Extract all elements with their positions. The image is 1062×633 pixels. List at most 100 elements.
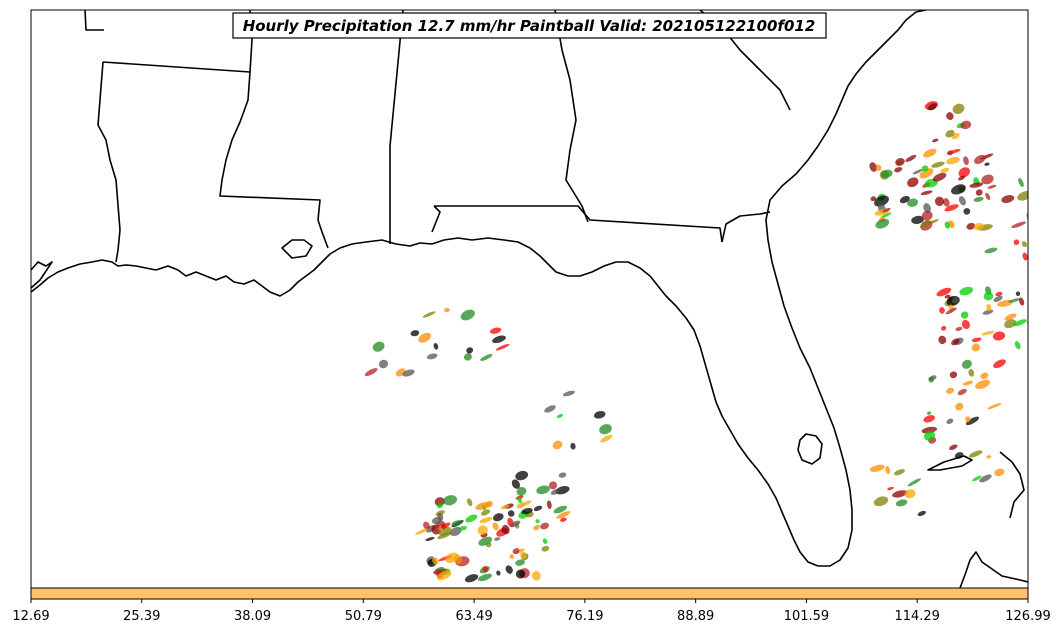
precip-blob — [955, 326, 963, 331]
precip-blob — [466, 347, 474, 354]
precip-blob — [515, 559, 526, 566]
precip-blob — [993, 359, 1006, 369]
precip-blob — [920, 190, 933, 196]
precip-blob — [954, 452, 964, 459]
precip-blob — [892, 490, 908, 498]
colorbar — [30, 587, 1029, 600]
precip-blob — [501, 524, 510, 535]
precip-blob — [556, 413, 564, 419]
precip-blob — [932, 172, 947, 182]
precip-blob — [992, 331, 1006, 341]
precip-blob — [536, 485, 550, 495]
precip-blob — [1033, 336, 1040, 346]
precip-blob — [895, 157, 905, 166]
georgia-florida-border — [721, 211, 771, 243]
precip-blob — [463, 353, 472, 361]
colorbar-tick-label: 63.49 — [456, 609, 493, 624]
precip-blob — [965, 416, 980, 426]
precip-blob — [478, 536, 493, 546]
precip-blob — [980, 372, 989, 379]
precip-blob — [928, 103, 938, 111]
precip-blob — [911, 215, 924, 224]
precip-blob — [555, 486, 570, 495]
precip-blob — [450, 526, 462, 537]
precip-blob — [883, 207, 891, 213]
precip-blob — [907, 198, 919, 207]
precip-blob — [894, 167, 903, 173]
precip-blob — [944, 221, 950, 229]
precip-blob — [874, 195, 889, 207]
map-title: Hourly Precipitation 12.7 mm/hr Paintbal… — [243, 17, 816, 35]
precip-blob — [962, 380, 973, 386]
precip-blob — [441, 522, 451, 529]
precip-blob — [533, 505, 543, 512]
precip-blob — [560, 517, 567, 522]
precip-blob — [981, 330, 995, 336]
precip-blob — [971, 337, 982, 343]
texas-coastline — [31, 261, 53, 289]
precip-blob — [973, 196, 984, 202]
precip-blob — [923, 415, 935, 423]
precip-blob — [946, 418, 954, 424]
precip-blob — [895, 499, 908, 507]
precip-blob — [535, 519, 540, 524]
precip-blob — [944, 294, 951, 299]
precip-blob — [467, 498, 473, 507]
precip-blob — [515, 569, 526, 579]
precip-blob — [593, 410, 606, 419]
precip-blob — [540, 522, 550, 530]
precip-blob — [934, 196, 945, 206]
precip-blob — [542, 538, 548, 544]
precip-blob — [492, 335, 506, 344]
precip-blob — [972, 475, 982, 482]
precip-blob — [951, 338, 960, 346]
precip-blob — [945, 129, 955, 138]
precip-blob — [951, 184, 966, 195]
precip-blob — [1032, 324, 1045, 335]
precip-blob — [875, 218, 890, 229]
precip-blob — [570, 442, 576, 450]
precip-blob — [973, 223, 984, 230]
precip-blob — [443, 307, 450, 313]
precip-blob — [919, 220, 931, 228]
precip-blob — [552, 440, 563, 450]
precip-blob — [952, 103, 965, 114]
colorbar-tick-label: 12.69 — [12, 609, 49, 624]
precip-blob — [1013, 239, 1020, 245]
precip-blob — [984, 247, 998, 254]
precip-blob — [946, 112, 954, 121]
precip-blob — [870, 196, 877, 202]
precip-blob — [981, 174, 994, 185]
precip-blob — [489, 327, 502, 334]
mississippi-alabama-border — [389, 10, 404, 244]
precip-blob — [995, 291, 1003, 297]
precip-blob — [881, 169, 893, 178]
precip-blob — [492, 513, 504, 522]
precip-blob — [987, 402, 1002, 410]
precip-blob — [415, 528, 429, 535]
precip-blob — [982, 309, 994, 315]
precip-blob — [500, 504, 510, 510]
colorbar-tick-label: 50.79 — [345, 609, 382, 624]
precip-blob — [422, 311, 436, 318]
precip-blob — [931, 161, 945, 168]
precip-blob — [927, 411, 932, 415]
colorbar-tick-label: 114.29 — [894, 609, 940, 624]
precip-blob — [958, 167, 971, 178]
precip-blob — [1004, 313, 1017, 321]
precip-blob — [599, 424, 612, 435]
precip-blob — [994, 468, 1005, 477]
precip-blob — [940, 167, 950, 173]
precip-blob — [907, 478, 921, 487]
precip-blob — [505, 565, 513, 574]
mississippi-river-border — [219, 10, 329, 249]
precip-blob — [904, 489, 916, 499]
precip-blob — [960, 311, 969, 319]
precip-blob — [921, 210, 933, 221]
precip-blob — [885, 465, 891, 475]
precip-blob — [943, 198, 950, 207]
precip-blob — [521, 507, 533, 515]
precip-blob — [880, 212, 892, 219]
precip-blob — [940, 325, 947, 331]
